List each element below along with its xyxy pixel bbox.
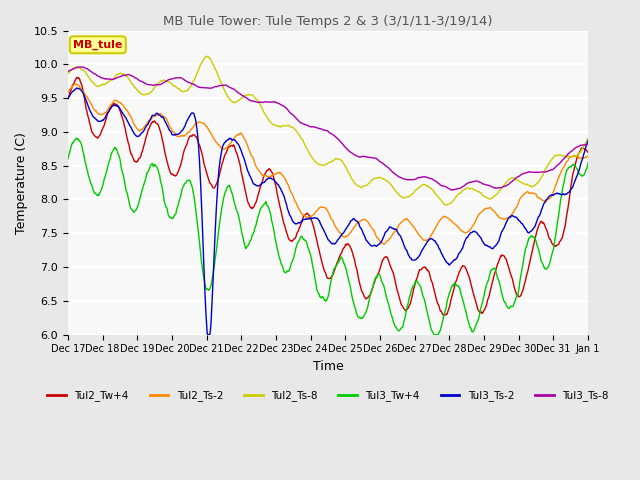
Tul2_Ts-8 <box>513 177 521 183</box>
Tul3_Tw+4 <box>460 300 468 306</box>
Y-axis label: Temperature (C): Temperature (C) <box>15 132 28 233</box>
Tul3_Ts-8 <box>584 142 592 147</box>
Tul3_Tw+4 <box>381 285 388 290</box>
Tul2_Ts-2 <box>381 241 388 247</box>
Tul3_Ts-8 <box>396 175 404 180</box>
Tul2_Ts-2 <box>72 81 79 87</box>
Tul2_Ts-2 <box>97 111 104 117</box>
Tul3_Ts-8 <box>381 162 388 168</box>
Text: MB_tule: MB_tule <box>73 40 122 50</box>
Tul2_Tw+4 <box>396 297 404 303</box>
Tul3_Ts-8 <box>460 183 468 189</box>
Tul2_Ts-8 <box>396 193 404 199</box>
Tul2_Ts-2 <box>513 204 521 209</box>
Tul2_Tw+4 <box>381 254 388 260</box>
Tul3_Tw+4 <box>367 291 374 297</box>
Line: Tul2_Tw+4: Tul2_Tw+4 <box>68 77 588 315</box>
Tul2_Ts-2 <box>381 240 389 246</box>
Tul2_Ts-8 <box>203 53 211 59</box>
Tul3_Ts-2 <box>367 243 375 249</box>
Tul3_Ts-8 <box>513 174 521 180</box>
Line: Tul3_Ts-8: Tul3_Ts-8 <box>68 67 588 190</box>
Tul2_Tw+4 <box>73 74 81 80</box>
Tul3_Ts-8 <box>449 187 457 193</box>
Tul2_Tw+4 <box>513 292 521 298</box>
Tul3_Ts-2 <box>73 85 81 91</box>
Tul2_Ts-8 <box>96 83 104 88</box>
Tul2_Ts-2 <box>397 220 404 226</box>
Tul3_Tw+4 <box>513 292 521 298</box>
Tul2_Ts-8 <box>442 202 449 208</box>
Tul2_Tw+4 <box>460 263 468 269</box>
Tul2_Ts-8 <box>460 187 468 192</box>
Tul3_Ts-8 <box>76 64 84 70</box>
Tul2_Ts-2 <box>584 153 592 158</box>
Line: Tul3_Ts-2: Tul3_Ts-2 <box>68 88 588 335</box>
Tul2_Ts-8 <box>367 179 374 184</box>
Tul3_Ts-2 <box>513 215 521 221</box>
Tul3_Ts-2 <box>97 119 104 124</box>
Tul3_Ts-2 <box>397 234 404 240</box>
Tul3_Ts-2 <box>64 96 72 102</box>
Tul3_Tw+4 <box>584 160 592 166</box>
Tul3_Ts-2 <box>460 241 468 247</box>
X-axis label: Time: Time <box>312 360 344 373</box>
Tul3_Tw+4 <box>396 327 404 333</box>
Tul3_Tw+4 <box>72 135 80 141</box>
Tul3_Tw+4 <box>97 189 104 195</box>
Tul3_Tw+4 <box>64 156 72 162</box>
Tul3_Ts-2 <box>381 230 389 236</box>
Line: Tul3_Tw+4: Tul3_Tw+4 <box>68 138 588 335</box>
Tul3_Ts-8 <box>64 69 72 74</box>
Tul3_Ts-2 <box>584 138 592 144</box>
Tul2_Ts-8 <box>64 71 72 77</box>
Title: MB Tule Tower: Tule Temps 2 & 3 (3/1/11-3/19/14): MB Tule Tower: Tule Temps 2 & 3 (3/1/11-… <box>163 15 493 28</box>
Legend: Tul2_Tw+4, Tul2_Ts-2, Tul2_Ts-8, Tul3_Tw+4, Tul3_Ts-2, Tul3_Ts-8: Tul2_Tw+4, Tul2_Ts-2, Tul2_Ts-8, Tul3_Tw… <box>43 386 613 406</box>
Tul3_Ts-2 <box>204 332 212 337</box>
Tul2_Ts-2 <box>460 229 468 235</box>
Tul2_Ts-2 <box>367 224 374 229</box>
Tul2_Tw+4 <box>64 96 72 101</box>
Tul3_Ts-8 <box>97 74 104 80</box>
Tul2_Ts-8 <box>584 135 592 141</box>
Tul2_Tw+4 <box>97 131 104 137</box>
Line: Tul2_Ts-8: Tul2_Ts-8 <box>68 56 588 205</box>
Tul3_Tw+4 <box>431 332 438 337</box>
Tul3_Ts-8 <box>367 155 374 160</box>
Tul2_Ts-8 <box>381 177 388 182</box>
Line: Tul2_Ts-2: Tul2_Ts-2 <box>68 84 588 244</box>
Tul2_Tw+4 <box>367 290 374 296</box>
Tul2_Tw+4 <box>584 150 592 156</box>
Tul2_Tw+4 <box>441 312 449 318</box>
Tul2_Ts-2 <box>64 89 72 95</box>
